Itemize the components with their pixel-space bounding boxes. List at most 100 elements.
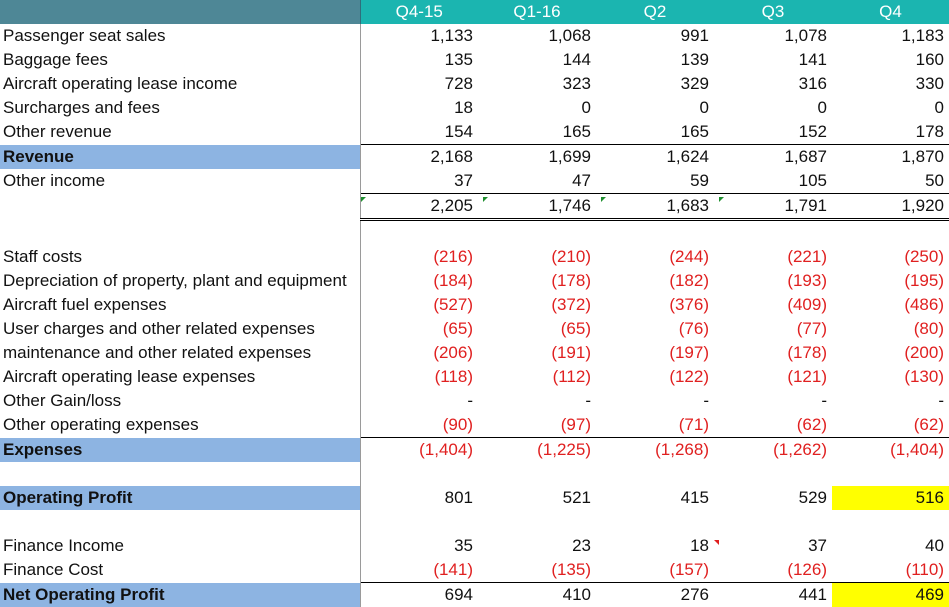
column-header[interactable]: Q4 bbox=[832, 0, 949, 24]
value-cell[interactable]: 529 bbox=[714, 486, 832, 510]
value-cell[interactable]: 0 bbox=[596, 96, 714, 120]
value-cell[interactable]: (110) bbox=[832, 558, 949, 583]
value-cell[interactable]: 329 bbox=[596, 72, 714, 96]
value-cell[interactable]: (182) bbox=[596, 269, 714, 293]
value-cell[interactable]: (90) bbox=[360, 413, 478, 438]
value-cell[interactable]: (197) bbox=[596, 341, 714, 365]
row-label-cell[interactable]: Other Gain/loss bbox=[0, 389, 360, 413]
value-cell[interactable]: 105 bbox=[714, 169, 832, 194]
value-cell[interactable]: (1,404) bbox=[360, 438, 478, 463]
row-label-cell[interactable]: Surcharges and fees bbox=[0, 96, 360, 120]
value-cell[interactable]: 316 bbox=[714, 72, 832, 96]
value-cell[interactable]: (97) bbox=[478, 413, 596, 438]
column-header[interactable]: Q2 bbox=[596, 0, 714, 24]
value-cell[interactable]: 2,205 bbox=[360, 194, 478, 220]
value-cell[interactable]: 1,078 bbox=[714, 24, 832, 48]
value-cell[interactable]: (126) bbox=[714, 558, 832, 583]
value-cell[interactable] bbox=[360, 220, 478, 246]
value-cell[interactable]: 47 bbox=[478, 169, 596, 194]
value-cell[interactable]: (200) bbox=[832, 341, 949, 365]
row-label-cell[interactable]: Passenger seat sales bbox=[0, 24, 360, 48]
value-cell[interactable]: 59 bbox=[596, 169, 714, 194]
value-cell[interactable]: (65) bbox=[360, 317, 478, 341]
value-cell[interactable]: 276 bbox=[596, 583, 714, 607]
row-label-cell[interactable] bbox=[0, 510, 360, 534]
row-label-cell[interactable] bbox=[0, 220, 360, 246]
row-label-cell[interactable] bbox=[0, 194, 360, 220]
value-cell[interactable] bbox=[478, 462, 596, 486]
value-cell[interactable]: (77) bbox=[714, 317, 832, 341]
value-cell[interactable]: (130) bbox=[832, 365, 949, 389]
value-cell[interactable] bbox=[832, 220, 949, 246]
value-cell[interactable] bbox=[596, 220, 714, 246]
value-cell[interactable]: - bbox=[832, 389, 949, 413]
value-cell[interactable]: (1,404) bbox=[832, 438, 949, 463]
value-cell[interactable]: 330 bbox=[832, 72, 949, 96]
value-cell[interactable]: (409) bbox=[714, 293, 832, 317]
value-cell[interactable]: 40 bbox=[832, 534, 949, 558]
value-cell[interactable]: 1,133 bbox=[360, 24, 478, 48]
value-cell[interactable]: (527) bbox=[360, 293, 478, 317]
value-cell[interactable]: 323 bbox=[478, 72, 596, 96]
value-cell[interactable]: 441 bbox=[714, 583, 832, 607]
row-label-cell[interactable]: Expenses bbox=[0, 438, 360, 463]
value-cell[interactable]: - bbox=[478, 389, 596, 413]
value-cell[interactable]: (122) bbox=[596, 365, 714, 389]
value-cell[interactable]: 1,183 bbox=[832, 24, 949, 48]
value-cell[interactable]: 0 bbox=[714, 96, 832, 120]
value-cell[interactable] bbox=[360, 462, 478, 486]
value-cell[interactable]: 801 bbox=[360, 486, 478, 510]
value-cell[interactable]: (372) bbox=[478, 293, 596, 317]
value-cell[interactable]: 694 bbox=[360, 583, 478, 607]
row-label-cell[interactable] bbox=[0, 462, 360, 486]
value-cell[interactable]: (1,225) bbox=[478, 438, 596, 463]
value-cell[interactable]: 37 bbox=[714, 534, 832, 558]
value-cell[interactable]: 2,168 bbox=[360, 145, 478, 170]
value-cell[interactable]: (1,262) bbox=[714, 438, 832, 463]
value-cell[interactable] bbox=[478, 220, 596, 246]
value-cell[interactable]: 50 bbox=[832, 169, 949, 194]
value-cell[interactable]: (250) bbox=[832, 245, 949, 269]
value-cell[interactable]: (71) bbox=[596, 413, 714, 438]
value-cell[interactable]: 141 bbox=[714, 48, 832, 72]
value-cell[interactable]: 0 bbox=[832, 96, 949, 120]
value-cell[interactable]: - bbox=[714, 389, 832, 413]
value-cell[interactable]: 728 bbox=[360, 72, 478, 96]
value-cell[interactable]: 1,699 bbox=[478, 145, 596, 170]
value-cell[interactable]: 516 bbox=[832, 486, 949, 510]
value-cell[interactable] bbox=[714, 462, 832, 486]
value-cell[interactable]: 1,624 bbox=[596, 145, 714, 170]
value-cell[interactable]: (135) bbox=[478, 558, 596, 583]
row-label-cell[interactable]: maintenance and other related expenses bbox=[0, 341, 360, 365]
value-cell[interactable]: (206) bbox=[360, 341, 478, 365]
value-cell[interactable]: (141) bbox=[360, 558, 478, 583]
value-cell[interactable]: 152 bbox=[714, 120, 832, 145]
row-label-cell[interactable]: Aircraft fuel expenses bbox=[0, 293, 360, 317]
value-cell[interactable] bbox=[478, 510, 596, 534]
value-cell[interactable]: 18 bbox=[360, 96, 478, 120]
value-cell[interactable] bbox=[596, 510, 714, 534]
row-label-cell[interactable]: Operating Profit bbox=[0, 486, 360, 510]
value-cell[interactable]: (118) bbox=[360, 365, 478, 389]
row-label-cell[interactable]: Revenue bbox=[0, 145, 360, 170]
value-cell[interactable]: 18 bbox=[596, 534, 714, 558]
value-cell[interactable]: (210) bbox=[478, 245, 596, 269]
value-cell[interactable] bbox=[714, 510, 832, 534]
value-cell[interactable]: (193) bbox=[714, 269, 832, 293]
row-label-cell[interactable]: Staff costs bbox=[0, 245, 360, 269]
row-label-cell[interactable]: Baggage fees bbox=[0, 48, 360, 72]
value-cell[interactable]: 178 bbox=[832, 120, 949, 145]
value-cell[interactable]: 991 bbox=[596, 24, 714, 48]
value-cell[interactable]: 35 bbox=[360, 534, 478, 558]
value-cell[interactable]: 521 bbox=[478, 486, 596, 510]
value-cell[interactable]: (1,268) bbox=[596, 438, 714, 463]
value-cell[interactable]: 1,870 bbox=[832, 145, 949, 170]
value-cell[interactable]: 1,746 bbox=[478, 194, 596, 220]
column-header[interactable]: Q3 bbox=[714, 0, 832, 24]
value-cell[interactable]: 165 bbox=[478, 120, 596, 145]
value-cell[interactable]: 23 bbox=[478, 534, 596, 558]
value-cell[interactable]: (486) bbox=[832, 293, 949, 317]
value-cell[interactable]: 415 bbox=[596, 486, 714, 510]
row-label-cell[interactable]: Aircraft operating lease income bbox=[0, 72, 360, 96]
row-label-cell[interactable]: Net Operating Profit bbox=[0, 583, 360, 607]
